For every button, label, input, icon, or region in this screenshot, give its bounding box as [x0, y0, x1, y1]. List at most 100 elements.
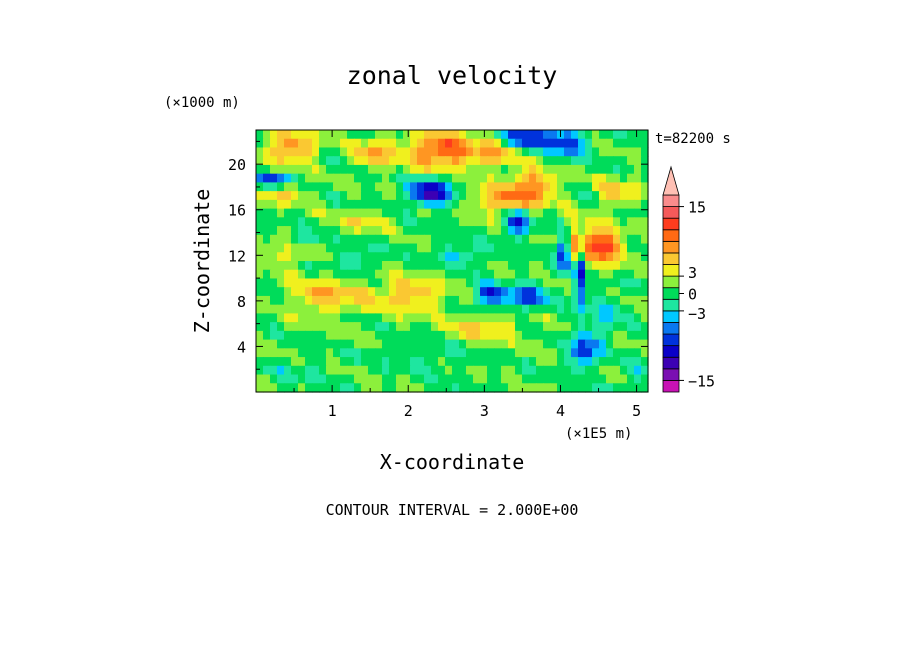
heatmap-cell	[515, 147, 523, 157]
heatmap-cell	[606, 304, 614, 314]
heatmap-cell	[585, 173, 593, 183]
heatmap-cell	[508, 313, 516, 323]
heatmap-cell	[256, 365, 264, 376]
heatmap-cell	[410, 147, 418, 157]
heatmap-cell	[368, 383, 376, 393]
heatmap-cell	[606, 226, 614, 236]
heatmap-cell	[536, 330, 544, 341]
heatmap-cell	[431, 234, 439, 245]
heatmap-cell	[606, 243, 614, 253]
heatmap-cell	[319, 365, 327, 376]
heatmap-cell	[354, 226, 362, 236]
heatmap-cell	[256, 269, 264, 280]
heatmap-cell	[347, 365, 355, 376]
heatmap-cell	[564, 191, 572, 201]
heatmap-cell	[543, 226, 551, 236]
heatmap-cell	[522, 156, 530, 166]
heatmap-cell	[627, 252, 635, 262]
heatmap-cell	[410, 261, 418, 271]
heatmap-cell	[599, 313, 607, 323]
heatmap-cell	[473, 322, 481, 332]
heatmap-cell	[445, 156, 453, 166]
heatmap-cell	[550, 313, 558, 323]
heatmap-cell	[564, 313, 572, 323]
heatmap-cell	[459, 243, 467, 253]
heatmap-cell	[389, 304, 397, 314]
heatmap-cell	[557, 164, 565, 175]
heatmap-cell	[424, 365, 432, 376]
heatmap-cell	[543, 156, 551, 166]
heatmap-cell	[354, 295, 362, 306]
heatmap-cell	[396, 374, 404, 384]
heatmap-cell	[340, 322, 348, 332]
heatmap-cell	[417, 164, 425, 175]
heatmap-cell	[340, 287, 348, 297]
heatmap-cell	[298, 191, 306, 201]
heatmap-cell	[263, 287, 271, 297]
heatmap-cell	[571, 199, 579, 210]
heatmap-cell	[557, 322, 565, 332]
heatmap-cell	[298, 261, 306, 271]
heatmap-cell	[550, 339, 558, 349]
heatmap-cell	[298, 313, 306, 323]
heatmap-cell	[494, 147, 502, 157]
heatmap-cell	[473, 191, 481, 201]
heatmap-cell	[319, 208, 327, 218]
heatmap-cell	[389, 234, 397, 245]
heatmap-cell	[578, 295, 586, 306]
heatmap-cell	[613, 208, 621, 218]
heatmap-cell	[599, 322, 607, 332]
heatmap-cell	[375, 252, 383, 262]
heatmap-cell	[333, 374, 341, 384]
heatmap-cell	[298, 269, 306, 280]
heatmap-cell	[298, 252, 306, 262]
heatmap-cell	[326, 261, 334, 271]
heatmap-cell	[270, 278, 278, 288]
heatmap-cell	[480, 278, 488, 288]
heatmap-cell	[347, 269, 355, 280]
heatmap-cell	[438, 374, 446, 384]
heatmap-cell	[571, 261, 579, 271]
heatmap-cell	[445, 138, 453, 149]
heatmap-cell	[599, 261, 607, 271]
heatmap-cell	[613, 217, 621, 227]
heatmap-cell	[389, 243, 397, 253]
heatmap-cell	[284, 138, 292, 149]
heatmap-cell	[557, 226, 565, 236]
heatmap-cell	[536, 339, 544, 349]
heatmap-cell	[550, 365, 558, 376]
heatmap-cell	[291, 138, 299, 149]
heatmap-cell	[347, 313, 355, 323]
heatmap-cell	[396, 226, 404, 236]
heatmap-cell	[438, 383, 446, 393]
heatmap-cell	[473, 164, 481, 175]
heatmap-cell	[501, 330, 509, 341]
heatmap-cell	[312, 383, 320, 393]
heatmap-cell	[634, 365, 642, 376]
heatmap-cell	[515, 217, 523, 227]
heatmap-cell	[466, 147, 474, 157]
heatmap-cell	[459, 304, 467, 314]
heatmap-cell	[634, 243, 642, 253]
heatmap-cell	[277, 348, 285, 358]
heatmap-cell	[585, 330, 593, 341]
heatmap-cell	[515, 156, 523, 166]
heatmap-cell	[501, 243, 509, 253]
heatmap-cell	[291, 243, 299, 253]
heatmap-cell	[375, 313, 383, 323]
heatmap-cell	[389, 357, 397, 367]
heatmap-cell	[599, 226, 607, 236]
heatmap-cell	[522, 147, 530, 157]
heatmap-cell	[494, 365, 502, 376]
heatmap-cell	[389, 374, 397, 384]
heatmap-cell	[634, 339, 642, 349]
heatmap-cell	[347, 208, 355, 218]
heatmap-cell	[361, 295, 369, 306]
heatmap-cell	[291, 252, 299, 262]
heatmap-cell	[480, 330, 488, 341]
heatmap-cell	[529, 226, 537, 236]
heatmap-cell	[585, 287, 593, 297]
heatmap-cell	[480, 365, 488, 376]
heatmap-cell	[347, 199, 355, 210]
heatmap-cell	[536, 147, 544, 157]
